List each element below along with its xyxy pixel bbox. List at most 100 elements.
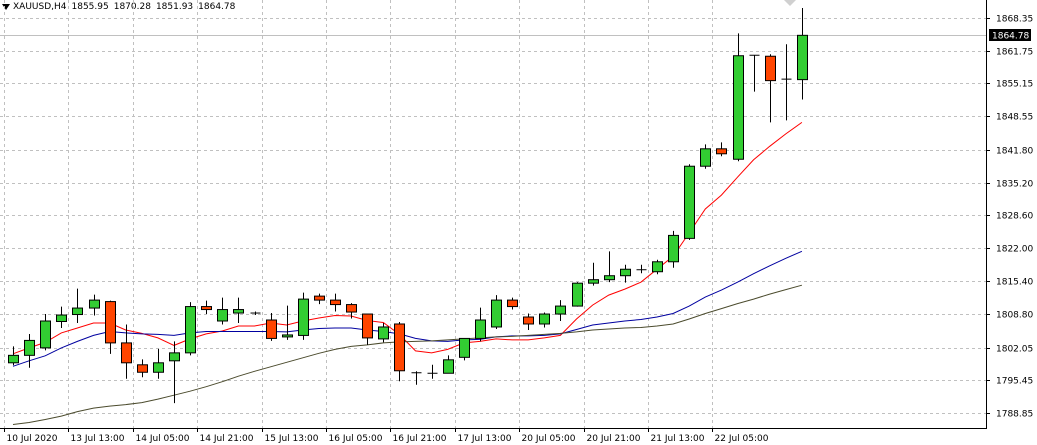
time-axis[interactable]: 10 Jul 2020 13 Jul 13:00 14 Jul 05:00 14 Ju… bbox=[4, 428, 769, 444]
candle bbox=[765, 54, 776, 123]
candle bbox=[539, 312, 550, 328]
autoscroll-marker[interactable] bbox=[784, 0, 796, 6]
y-tick-label: 1841.80 bbox=[996, 147, 1033, 157]
x-tick-label: 13 Jul 13:00 bbox=[71, 434, 125, 444]
candle-body bbox=[668, 234, 679, 263]
candle bbox=[233, 297, 244, 323]
candle bbox=[411, 371, 422, 385]
candle bbox=[620, 264, 631, 283]
candle-body bbox=[394, 323, 405, 372]
candle bbox=[475, 307, 486, 342]
y-tick-label: 1802.05 bbox=[996, 345, 1033, 355]
candle bbox=[72, 288, 83, 323]
candle bbox=[121, 324, 132, 379]
symbol-dropdown-icon[interactable] bbox=[2, 3, 10, 11]
candle-body bbox=[217, 309, 228, 322]
candle-body bbox=[620, 268, 631, 277]
x-tick-label: 17 Jul 13:00 bbox=[458, 434, 512, 444]
current-price-tag-bg bbox=[989, 29, 1031, 41]
candlestick-layer bbox=[8, 7, 808, 404]
candle-body bbox=[684, 165, 695, 239]
y-tick-label: 1861.75 bbox=[996, 48, 1033, 58]
candle bbox=[56, 306, 67, 328]
candle-body bbox=[266, 319, 277, 339]
x-tick-label: 20 Jul 21:00 bbox=[587, 434, 641, 444]
candle-body bbox=[652, 261, 663, 273]
candle bbox=[700, 144, 711, 169]
x-tick-label: 20 Jul 05:00 bbox=[522, 434, 576, 444]
x-tick-label: 16 Jul 05:00 bbox=[329, 434, 383, 444]
current-price-tag: 1864.78 bbox=[989, 29, 1031, 42]
x-tick-label: 15 Jul 13:00 bbox=[265, 434, 319, 444]
candle bbox=[185, 302, 196, 356]
candle bbox=[733, 33, 744, 162]
candle-body bbox=[8, 354, 19, 364]
candle-body bbox=[298, 298, 309, 336]
candle bbox=[684, 164, 695, 240]
candle-body bbox=[588, 279, 599, 284]
candle-body bbox=[491, 299, 502, 328]
candle bbox=[24, 333, 35, 368]
candle bbox=[749, 54, 760, 92]
ohlc-close: 1864.78 bbox=[198, 2, 236, 12]
symbol-timeframe: XAUUSD,H4 bbox=[13, 2, 67, 12]
y-tick-label: 1855.15 bbox=[996, 80, 1033, 90]
candle-body bbox=[201, 306, 212, 311]
candle-body bbox=[105, 301, 116, 344]
candle-body bbox=[56, 314, 67, 322]
candle bbox=[491, 295, 502, 329]
y-tick-label: 1795.45 bbox=[996, 377, 1033, 387]
candle bbox=[137, 359, 148, 378]
chart-title-bar: XAUUSD,H4 1855.95 1870.28 1851.93 1864.7… bbox=[0, 1, 235, 13]
y-tick-label: 1848.55 bbox=[996, 113, 1033, 123]
y-tick-label: 1788.85 bbox=[996, 410, 1033, 420]
candle-body bbox=[378, 326, 389, 340]
candle bbox=[217, 297, 228, 325]
candle bbox=[555, 300, 566, 321]
candle bbox=[652, 259, 663, 275]
candle-body bbox=[169, 352, 180, 362]
candle bbox=[443, 355, 454, 374]
current-price-tag-label: 1864.78 bbox=[992, 32, 1029, 42]
candle-body bbox=[443, 359, 454, 374]
candle-body bbox=[523, 316, 534, 325]
price-axis[interactable]: 1868.35 1861.75 1855.15 1848.55 1841.80 1835.… bbox=[986, 15, 1033, 420]
x-tick-label: 22 Jul 05:00 bbox=[715, 434, 769, 444]
candle-body bbox=[572, 282, 583, 307]
candle bbox=[572, 282, 583, 307]
candle-body bbox=[555, 305, 566, 315]
candle bbox=[668, 230, 679, 268]
candle-body bbox=[72, 307, 83, 316]
y-tick-label: 1835.20 bbox=[996, 180, 1033, 190]
candle bbox=[40, 314, 51, 351]
ohlc-low: 1851.93 bbox=[155, 2, 194, 12]
candle bbox=[346, 303, 357, 319]
candle bbox=[314, 293, 325, 305]
candle bbox=[459, 337, 470, 361]
candle bbox=[8, 346, 19, 366]
candle bbox=[427, 364, 438, 379]
moving-average-line bbox=[12, 121, 803, 355]
candle bbox=[797, 7, 808, 100]
x-tick-label: 16 Jul 21:00 bbox=[393, 434, 447, 444]
x-tick-label: 14 Jul 21:00 bbox=[200, 434, 254, 444]
candle bbox=[153, 348, 164, 379]
candle-body bbox=[733, 55, 744, 160]
moving-average-layer bbox=[12, 121, 803, 425]
candle-body bbox=[121, 342, 132, 364]
candle-body bbox=[314, 295, 325, 301]
candle bbox=[604, 251, 615, 283]
moving-average-line bbox=[12, 284, 803, 425]
candle-body bbox=[282, 334, 293, 338]
candle bbox=[394, 321, 405, 382]
x-tick-label: 10 Jul 2020 bbox=[7, 434, 58, 444]
candle-body bbox=[362, 313, 373, 339]
candle bbox=[523, 313, 534, 330]
candle-body bbox=[40, 320, 51, 349]
ohlc-high: 1870.28 bbox=[113, 2, 151, 12]
candle bbox=[716, 142, 727, 157]
y-tick-label: 1868.35 bbox=[996, 15, 1033, 25]
x-tick-label: 14 Jul 05:00 bbox=[136, 434, 190, 444]
candle bbox=[105, 300, 116, 354]
